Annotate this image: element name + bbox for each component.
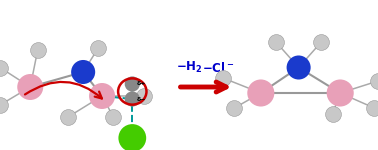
Point [0, 104, 3, 106]
Point [99, 95, 105, 97]
Point [231, 107, 237, 109]
Point [220, 77, 226, 79]
Point [371, 107, 377, 109]
Point [110, 116, 116, 118]
Text: δ+: δ+ [137, 81, 147, 86]
Point [95, 47, 101, 49]
Text: $\mathbf{-Cl^-}$: $\mathbf{-Cl^-}$ [202, 61, 234, 75]
Point [375, 80, 378, 82]
Point [129, 83, 135, 85]
Point [296, 66, 302, 69]
Point [27, 86, 33, 88]
Text: $\mathbf{-H_2}$: $\mathbf{-H_2}$ [176, 60, 203, 75]
Point [65, 116, 71, 118]
Point [273, 41, 279, 43]
Point [80, 71, 86, 73]
Point [129, 137, 135, 139]
Point [258, 92, 264, 94]
Point [330, 113, 336, 115]
Point [35, 48, 41, 51]
Point [141, 95, 147, 97]
Point [337, 92, 343, 94]
Point [318, 41, 324, 43]
Point [0, 66, 3, 69]
Point [129, 98, 135, 100]
Text: δ−: δ− [137, 97, 147, 102]
